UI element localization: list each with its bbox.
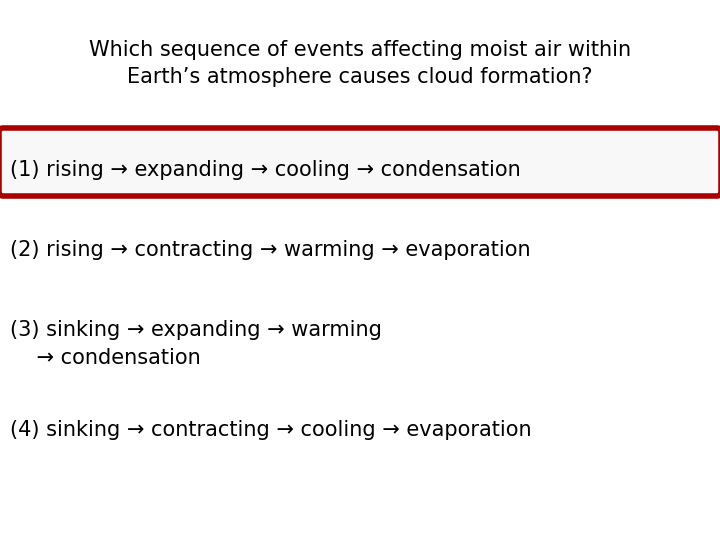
Text: (4) sinking → contracting → cooling → evaporation: (4) sinking → contracting → cooling → ev…	[10, 420, 531, 440]
FancyBboxPatch shape	[0, 128, 720, 196]
Text: → condensation: → condensation	[10, 348, 201, 368]
Text: Which sequence of events affecting moist air within
Earth’s atmosphere causes cl: Which sequence of events affecting moist…	[89, 40, 631, 87]
Text: (3) sinking → expanding → warming: (3) sinking → expanding → warming	[10, 320, 382, 340]
Text: (2) rising → contracting → warming → evaporation: (2) rising → contracting → warming → eva…	[10, 240, 531, 260]
Text: (1) rising → expanding → cooling → condensation: (1) rising → expanding → cooling → conde…	[10, 160, 521, 180]
